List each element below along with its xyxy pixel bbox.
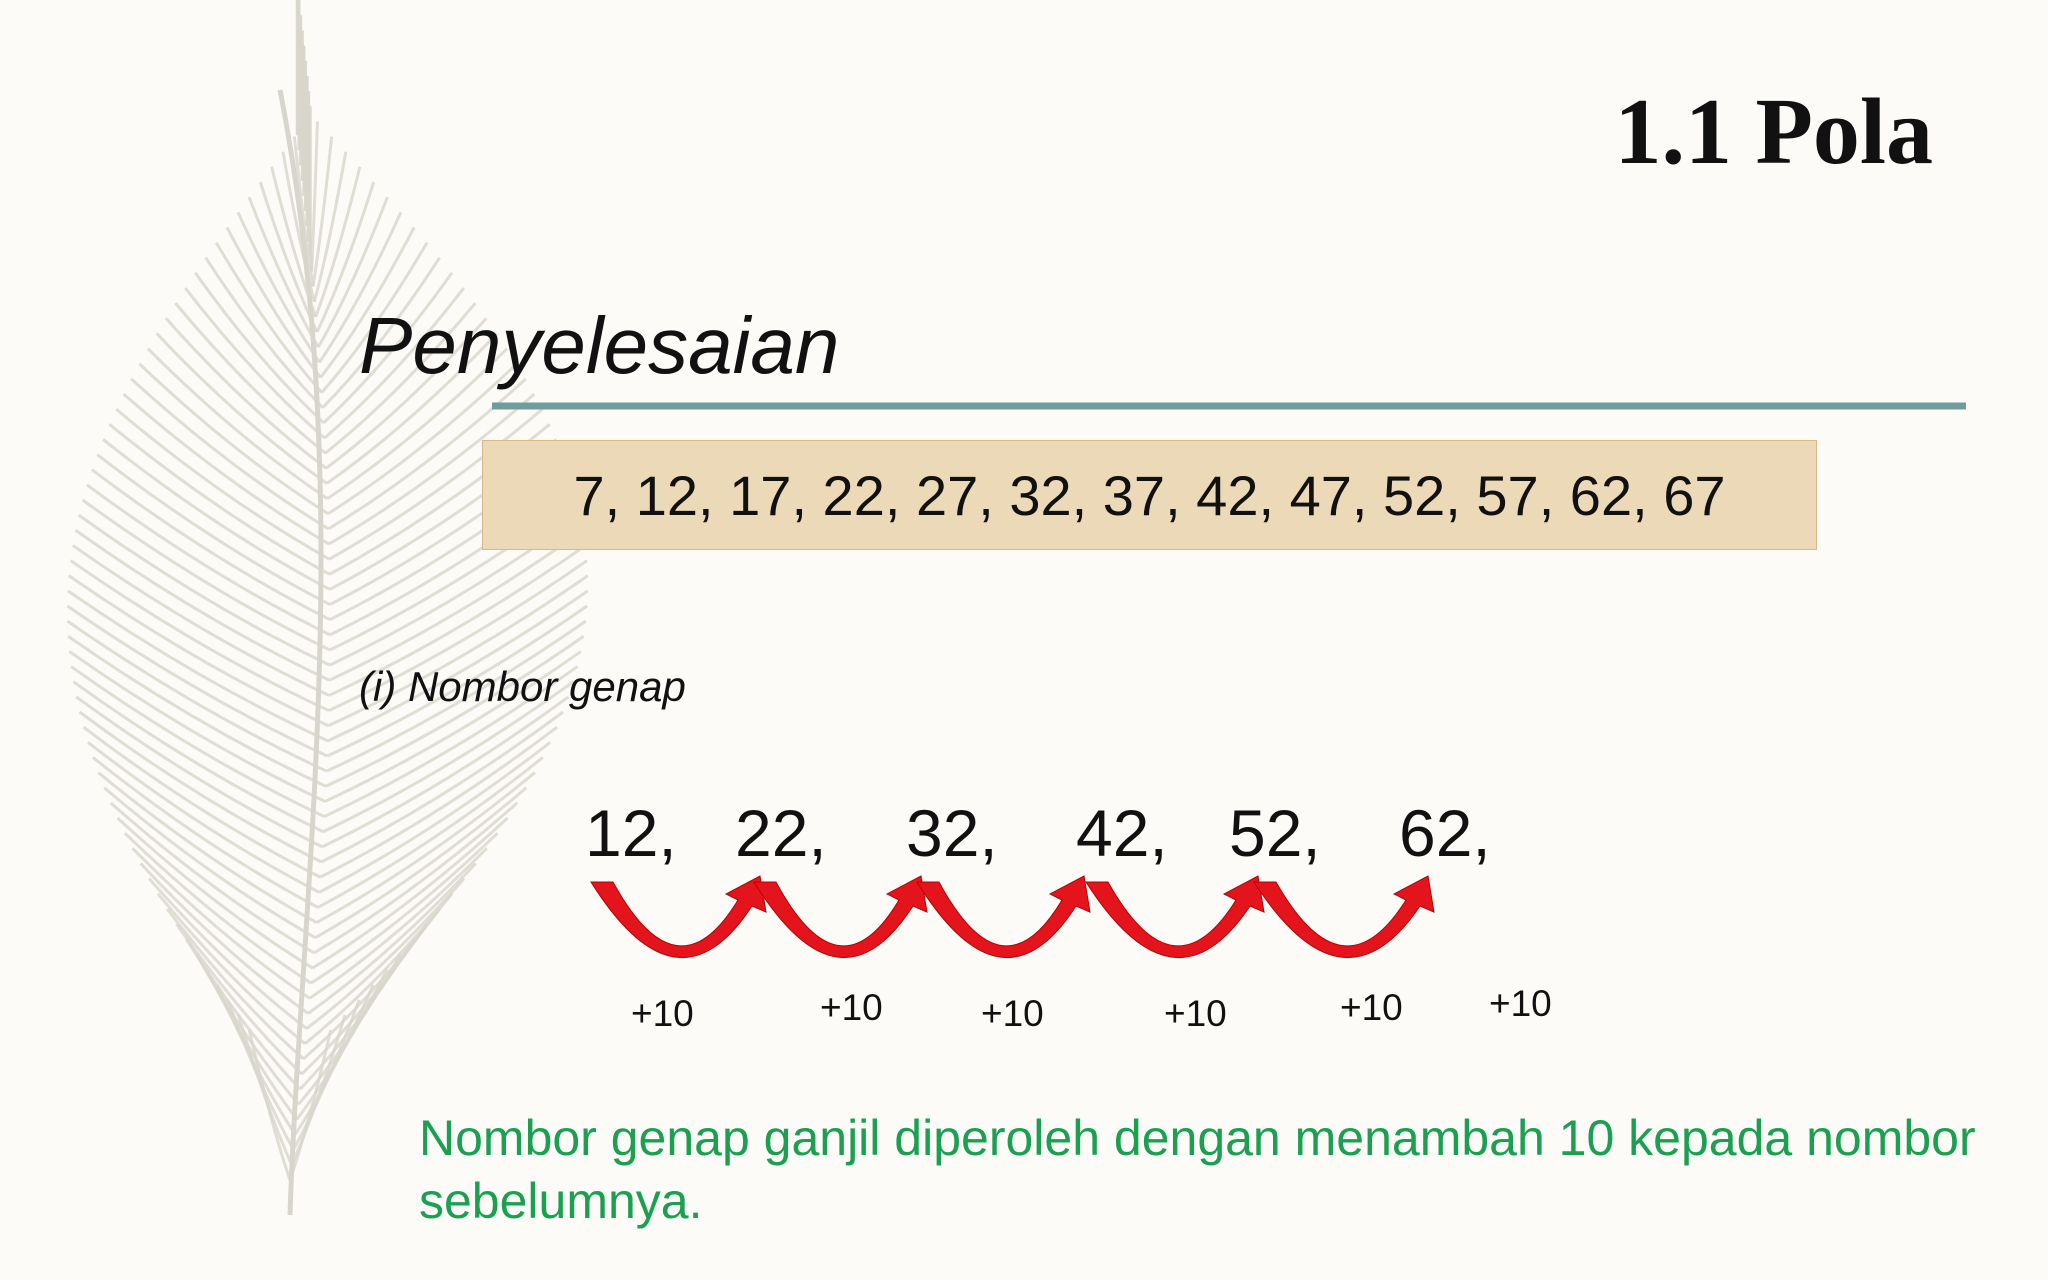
even-number: 62, [1399,796,1491,870]
curved-arrow [590,875,767,959]
curved-arrow [753,875,928,959]
curved-arrow [1085,875,1265,959]
heading: Penyelesaian [359,301,840,390]
sequence-box: 7, 12, 17, 22, 27, 32, 37, 42, 47, 52, 5… [482,440,1817,550]
increment-label: +10 [1340,987,1403,1028]
increment-label: +10 [1164,993,1227,1034]
increment-label: +10 [820,987,883,1028]
sequence: 7, 12, 17, 22, 27, 32, 37, 42, 47, 52, 5… [573,463,1726,527]
note: Nombor genap ganjil diperoleh dengan men… [419,1110,1976,1229]
even-number: 22, [735,796,827,870]
increment-label: +10 [1489,983,1552,1024]
slide-title: 1.1 Pola [1614,80,1933,184]
increment-label: +10 [631,993,694,1034]
even-number: 12, [585,796,677,870]
even-number: 42, [1076,796,1168,870]
even-number: 52, [1229,796,1321,870]
increment-label: +10 [981,993,1044,1034]
arrows [590,875,1435,959]
curved-arrow [1253,875,1435,958]
even-number: 32, [906,796,998,870]
subheading: (i) Nombor genap [359,663,686,710]
curved-arrow [916,875,1091,959]
feather-decoration [66,0,589,1216]
